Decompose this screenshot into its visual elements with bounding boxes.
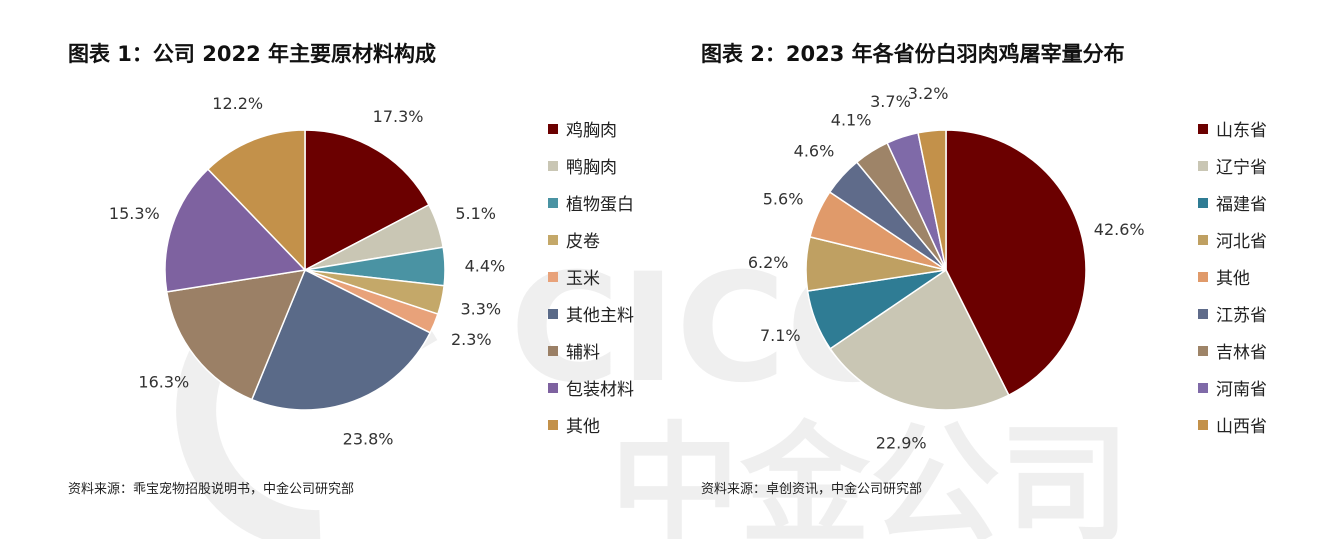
pie-slice-1 <box>304 129 430 272</box>
slice-data-label: 3.7% <box>870 92 911 111</box>
legend-item: 福建省 <box>1198 184 1267 221</box>
legend-swatch-icon <box>1198 345 1208 356</box>
slice-data-label: 4.6% <box>794 142 835 161</box>
slice-data-label: 16.3% <box>138 373 189 392</box>
legend-item: 包装材料 <box>548 369 634 406</box>
legend-item: 皮卷 <box>548 221 634 258</box>
legend-swatch-icon <box>1198 271 1208 282</box>
slice-data-label: 7.1% <box>760 326 801 345</box>
pie-slice-8 <box>164 168 307 293</box>
legend-label: 江苏省 <box>1216 306 1267 326</box>
chart-title: 图表 1：公司 2022 年主要原材料构成 <box>68 42 436 66</box>
legend-item: 辅料 <box>548 332 634 369</box>
pie-slice-9 <box>917 129 947 271</box>
legend-label: 山西省 <box>1216 417 1267 437</box>
legend-label: 玉米 <box>566 269 600 289</box>
legend-label: 山东省 <box>1216 121 1267 141</box>
slice-data-label: 17.3% <box>373 107 424 126</box>
slice-data-label: 4.1% <box>831 110 872 129</box>
slice-data-label: 2.3% <box>451 330 492 349</box>
legend-label: 其他 <box>566 417 600 437</box>
source-note: 资料来源：卓创资讯，中金公司研究部 <box>701 482 923 497</box>
legend-item: 其他 <box>548 406 634 443</box>
legend-label: 辅料 <box>566 343 600 363</box>
legend-label: 植物蛋白 <box>566 195 634 215</box>
legend-item: 植物蛋白 <box>548 184 634 221</box>
legend-swatch-icon <box>1198 123 1208 134</box>
slice-data-label: 4.4% <box>465 256 506 275</box>
legend-item: 山西省 <box>1198 406 1267 443</box>
legend-item: 吉林省 <box>1198 332 1267 369</box>
chart-panel-raw-materials: 图表 1：公司 2022 年主要原材料构成 17.3% 5.1% 4.4% 3.3% 2… <box>0 0 666 539</box>
legend-label: 福建省 <box>1216 195 1267 215</box>
legend-swatch-icon <box>548 382 558 393</box>
slice-data-label: 22.9% <box>876 433 927 452</box>
legend-swatch-icon <box>548 345 558 356</box>
pie-slice-1 <box>945 129 1087 397</box>
slice-data-label: 12.2% <box>212 94 263 113</box>
legend-label: 辽宁省 <box>1216 158 1267 178</box>
pie-chart: 42.6% 22.9% 7.1% 6.2% 5.6% 4.6% 4.1%3.7%3.2% <box>748 84 1145 452</box>
slice-data-label: 15.3% <box>109 204 160 223</box>
legend-swatch-icon <box>548 197 558 208</box>
slice-data-label: 23.8% <box>343 430 394 449</box>
legend-label: 河南省 <box>1216 380 1267 400</box>
legend-item: 鸭胸肉 <box>548 147 634 184</box>
slice-data-label: 6.2% <box>748 253 789 272</box>
legend-label: 鸭胸肉 <box>566 158 617 178</box>
legend-swatch-icon <box>548 234 558 245</box>
legend-item: 辽宁省 <box>1198 147 1267 184</box>
legend-item: 鸡胸肉 <box>548 110 634 147</box>
chart-panel-province-slaughter: 图表 2：2023 年各省份白羽肉鸡屠宰量分布 42.6% 22.9% 7.1% 6.… <box>666 0 1333 539</box>
legend-item: 河南省 <box>1198 369 1267 406</box>
chart-legend: 山东省辽宁省福建省河北省其他江苏省吉林省河南省山西省 <box>1198 110 1267 443</box>
legend-item: 河北省 <box>1198 221 1267 258</box>
pie-slice-9 <box>206 129 306 272</box>
legend-swatch-icon <box>1198 160 1208 171</box>
legend-label: 吉林省 <box>1216 343 1267 363</box>
legend-swatch-icon <box>548 123 558 134</box>
chart-title: 图表 2：2023 年各省份白羽肉鸡屠宰量分布 <box>701 42 1125 66</box>
legend-item: 其他 <box>1198 258 1267 295</box>
legend-item: 其他主料 <box>548 295 634 332</box>
legend-item: 山东省 <box>1198 110 1267 147</box>
legend-item: 玉米 <box>548 258 634 295</box>
pie-slice-7 <box>165 269 307 401</box>
legend-swatch-icon <box>1198 382 1208 393</box>
slice-data-label: 5.6% <box>763 189 804 208</box>
chart-legend: 鸡胸肉鸭胸肉植物蛋白皮卷玉米其他主料辅料包装材料其他 <box>548 110 634 443</box>
slice-data-label: 3.2% <box>908 84 949 103</box>
legend-swatch-icon <box>548 308 558 319</box>
source-note: 资料来源：乖宝宠物招股说明书，中金公司研究部 <box>68 482 355 497</box>
pie-slice-2 <box>829 268 1010 411</box>
legend-swatch-icon <box>548 160 558 171</box>
legend-label: 鸡胸肉 <box>566 121 617 141</box>
pie-chart: 17.3% 5.1% 4.4% 3.3% 2.3% 23.8% 16.3% 15.3% 12.2… <box>109 94 506 449</box>
legend-swatch-icon <box>1198 419 1208 430</box>
legend-label: 皮卷 <box>566 232 600 252</box>
slice-data-label: 3.3% <box>460 300 501 319</box>
legend-swatch-icon <box>1198 197 1208 208</box>
slice-data-label: 42.6% <box>1094 220 1145 239</box>
legend-swatch-icon <box>548 271 558 282</box>
legend-label: 其他 <box>1216 269 1250 289</box>
legend-swatch-icon <box>1198 308 1208 319</box>
legend-swatch-icon <box>548 419 558 430</box>
pie-slice-6 <box>250 268 432 411</box>
legend-item: 江苏省 <box>1198 295 1267 332</box>
legend-label: 河北省 <box>1216 232 1267 252</box>
slice-data-label: 5.1% <box>455 204 496 223</box>
legend-swatch-icon <box>1198 234 1208 245</box>
legend-label: 其他主料 <box>566 306 634 326</box>
legend-label: 包装材料 <box>566 380 634 400</box>
